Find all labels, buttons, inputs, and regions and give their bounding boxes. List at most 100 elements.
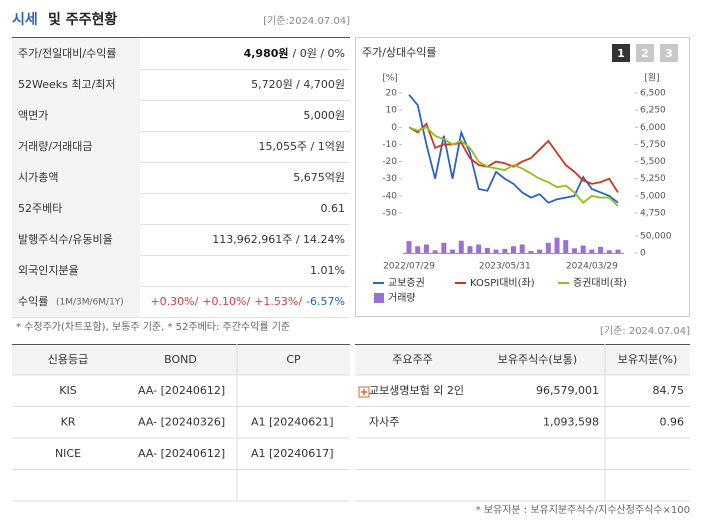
volume-bar <box>476 244 482 253</box>
series-line <box>408 126 619 207</box>
table-cell: 신용등급 <box>48 353 88 366</box>
label-cell <box>12 69 140 100</box>
value-part: -6.57% <box>306 295 345 308</box>
volume-bar <box>432 250 438 253</box>
volume-bar <box>511 246 516 253</box>
y2-tick-label: 5,250 <box>640 174 666 184</box>
y-tick-label: -20 <box>382 157 397 167</box>
holder-date: [기준: 2024.07.04] <box>600 325 690 337</box>
table-cell: KR <box>61 416 76 429</box>
volume-bar <box>571 248 577 253</box>
volume-bar <box>441 242 447 253</box>
row-value: 5,675억원 <box>293 171 345 184</box>
row-value: 113,962,961주 / 14.24% <box>212 233 345 246</box>
y-unit: [%] <box>382 74 398 84</box>
volume-bar <box>519 244 525 253</box>
value-part: 5,000원 <box>303 109 345 122</box>
volume-bar <box>615 249 621 253</box>
value-part: 5,720원 / 4,700원 <box>251 78 345 91</box>
y2-tick-label: 5,000 <box>640 191 666 201</box>
x-tick-label: 2024/03/29 <box>566 262 618 272</box>
table-cell: A1 [20240617] <box>251 447 334 460</box>
value-part: 5,675억원 <box>293 171 345 184</box>
label-cell <box>12 38 140 69</box>
table-cell: 보유지분(%) <box>618 353 678 366</box>
legend-label: KOSPI대비(좌) <box>470 277 535 289</box>
volume-bar <box>528 250 534 253</box>
x-tick-label: 2023/05/31 <box>479 262 531 272</box>
chart-button-label[interactable]: 1 <box>617 47 625 60</box>
label-cell <box>12 193 140 224</box>
label-cell <box>12 255 140 286</box>
volume-bar <box>580 245 586 253</box>
header-row <box>12 345 350 375</box>
y-tick-label: -10 <box>382 140 397 150</box>
label-cell <box>12 224 140 255</box>
value-part: 4,980원 <box>244 46 289 60</box>
volume-bar <box>415 246 421 253</box>
volume-bar <box>467 246 473 253</box>
table-cell: A1 [20240621] <box>251 416 334 429</box>
chart-title: 주가/상대수익률 <box>362 46 437 59</box>
row-label: 52주베타 <box>18 202 62 215</box>
y-tick-label: -30 <box>382 174 397 184</box>
table-cell: CP <box>286 353 301 366</box>
volume-bar <box>606 250 612 253</box>
volume-bar <box>537 249 543 253</box>
y-tick-label: 10 <box>386 106 398 116</box>
table-cell: 자사주 <box>369 416 399 429</box>
y2-tick-label: 6,250 <box>640 106 666 116</box>
y-tick-label: 0 <box>391 123 397 133</box>
chart-button[interactable] <box>660 44 678 62</box>
row-label: 주가/전일대비/수익률 <box>18 46 117 60</box>
volume-bar <box>598 246 604 253</box>
value-part: +1.53%/ <box>254 295 302 308</box>
legend-label: 증권대비(좌) <box>573 277 627 289</box>
chart-panel <box>355 37 690 317</box>
expand-icon-plus <box>361 389 367 395</box>
value-part: 0.61 <box>321 202 346 215</box>
table-cell: KIS <box>59 384 76 397</box>
label-cell <box>12 131 140 162</box>
volume-bar <box>406 241 412 253</box>
series-line <box>408 94 619 204</box>
volume-bar <box>589 249 595 253</box>
y3-tick-label: 50,000 <box>640 232 672 242</box>
table-cell: 1,093,598 <box>543 416 599 429</box>
value-part: 15,055주 / 1억원 <box>258 140 345 153</box>
volume-bar <box>423 244 429 253</box>
volume-bar <box>493 249 499 253</box>
row-value: 5,720원 / 4,700원 <box>251 78 345 91</box>
label-cell <box>12 286 140 317</box>
y-tick-label: 20 <box>386 89 398 99</box>
table-cell: 교보생명보험 외 2인 <box>369 384 464 397</box>
chart-button-label[interactable]: 2 <box>641 47 649 60</box>
header-row <box>355 345 690 375</box>
value-part: / 0원 / 0% <box>293 47 345 60</box>
series-line <box>408 122 619 193</box>
chart-button[interactable] <box>612 44 630 62</box>
base-date: [기준:2024.07.04] <box>263 15 350 27</box>
y-tick-label: -50 <box>382 209 397 219</box>
row-label: 외국인지분율 <box>18 264 79 277</box>
table-cell: BOND <box>164 353 197 366</box>
table-cell: NICE <box>55 447 81 460</box>
y3-tick-label: 0 <box>640 249 646 259</box>
row-value: 15,055주 / 1억원 <box>258 140 345 153</box>
row-value: 0.61 <box>321 202 346 215</box>
chart-button[interactable] <box>636 44 654 62</box>
section-title: 시세 <box>12 12 38 28</box>
chart-button-label[interactable]: 3 <box>665 47 673 60</box>
row-value: +0.30%/ +0.10%/ +1.53%/ -6.57% <box>150 295 345 308</box>
legend-swatch <box>374 293 384 303</box>
legend-label: 거래량 <box>388 292 416 304</box>
y2-tick-label: 6,500 <box>640 89 666 99</box>
section-title-rest: 및 주주현황 <box>48 11 117 28</box>
y2-tick-label: 5,500 <box>640 157 666 167</box>
label-cell <box>12 100 140 131</box>
row-value: 1.01% <box>310 264 345 277</box>
y2-tick-label: 5,750 <box>640 140 666 150</box>
value-part: 1.01% <box>310 264 345 277</box>
row-label: 시가총액 <box>18 171 58 184</box>
